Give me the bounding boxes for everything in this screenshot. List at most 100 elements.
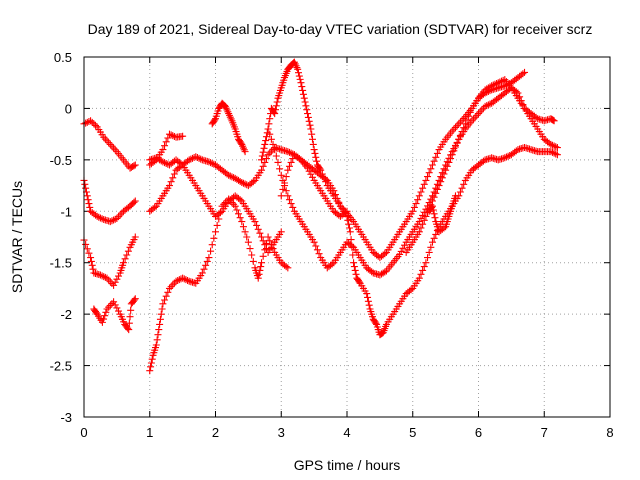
- data-point: [167, 131, 175, 139]
- data-point: [417, 270, 425, 278]
- data-point: [440, 224, 448, 232]
- data-point: [93, 212, 101, 220]
- data-point: [261, 140, 269, 148]
- data-point: [552, 143, 560, 151]
- data-point: [285, 148, 293, 156]
- data-point: [197, 155, 205, 163]
- series-track-m: [402, 76, 561, 256]
- data-point: [164, 134, 172, 142]
- data-point: [437, 178, 445, 186]
- data-point: [285, 196, 293, 204]
- data-point: [110, 144, 118, 152]
- data-point: [311, 149, 319, 157]
- data-point: [96, 271, 104, 279]
- data-point: [461, 120, 469, 128]
- data-point: [307, 125, 315, 133]
- data-point: [238, 218, 246, 226]
- data-point: [238, 178, 246, 186]
- data-point: [241, 148, 249, 156]
- data-point: [345, 224, 353, 232]
- data-point: [420, 180, 428, 188]
- y-axis-label: SDTVAR / TECUs: [9, 181, 25, 293]
- data-point: [274, 158, 282, 166]
- data-point: [158, 305, 166, 313]
- data-point: [147, 359, 155, 367]
- data-point: [484, 101, 492, 109]
- data-point: [430, 193, 438, 201]
- data-point: [460, 180, 468, 188]
- data-point: [483, 102, 491, 110]
- x-tick-label: 3: [278, 425, 285, 440]
- data-point: [84, 196, 92, 204]
- data-point: [277, 192, 285, 200]
- data-point: [179, 274, 187, 282]
- data-point: [460, 124, 468, 132]
- data-point: [347, 236, 355, 244]
- data-point: [253, 221, 261, 229]
- data-point: [246, 245, 254, 253]
- data-point: [259, 237, 267, 245]
- data-point: [259, 252, 267, 260]
- data-point: [302, 102, 310, 110]
- data-point: [277, 228, 285, 236]
- data-point: [239, 179, 247, 187]
- data-point: [282, 173, 290, 181]
- data-point: [130, 296, 138, 304]
- data-point: [121, 255, 129, 263]
- data-point: [95, 213, 103, 221]
- data-point: [147, 363, 155, 371]
- data-point: [365, 301, 373, 309]
- data-point: [308, 173, 316, 181]
- data-point: [443, 162, 451, 170]
- data-point: [208, 241, 216, 249]
- data-point: [455, 120, 463, 128]
- data-point: [259, 148, 267, 156]
- data-point: [87, 257, 95, 265]
- data-point: [279, 185, 287, 193]
- data-point: [496, 78, 504, 86]
- data-point: [407, 286, 415, 294]
- data-point: [110, 298, 118, 306]
- series-track-f: [146, 130, 187, 169]
- data-point: [106, 140, 114, 148]
- data-point: [212, 228, 219, 236]
- y-tick-label: -1: [60, 204, 72, 219]
- data-point: [430, 157, 438, 165]
- data-point: [397, 247, 405, 255]
- data-point: [304, 113, 312, 121]
- data-point: [294, 65, 302, 73]
- data-point: [113, 304, 121, 312]
- data-point: [260, 144, 268, 152]
- data-point: [228, 173, 236, 181]
- data-point: [456, 188, 464, 196]
- data-point: [297, 79, 305, 87]
- y-tick-label: -2.5: [50, 359, 72, 374]
- data-point: [488, 82, 496, 90]
- data-point: [175, 276, 183, 284]
- data-point: [351, 266, 359, 274]
- data-point: [179, 132, 187, 140]
- data-point: [85, 118, 93, 126]
- data-point: [249, 178, 257, 186]
- data-point: [305, 117, 313, 125]
- data-point: [86, 203, 94, 211]
- data-point: [430, 210, 438, 218]
- data-point: [146, 367, 154, 375]
- data-point: [475, 110, 482, 118]
- data-point: [458, 128, 466, 136]
- data-point: [126, 313, 134, 321]
- data-point: [372, 319, 380, 327]
- data-point: [88, 261, 96, 269]
- data-point: [174, 276, 182, 284]
- data-point: [161, 159, 169, 167]
- data-point: [258, 156, 266, 164]
- data-point: [262, 137, 270, 145]
- data-point: [310, 238, 318, 246]
- data-point: [123, 251, 131, 259]
- x-tick-label: 2: [212, 425, 219, 440]
- data-point: [165, 284, 173, 292]
- chart-title: Day 189 of 2021, Sidereal Day-to-day VTE…: [88, 21, 593, 37]
- data-point: [110, 281, 118, 289]
- data-point: [435, 182, 443, 190]
- data-point: [453, 139, 461, 147]
